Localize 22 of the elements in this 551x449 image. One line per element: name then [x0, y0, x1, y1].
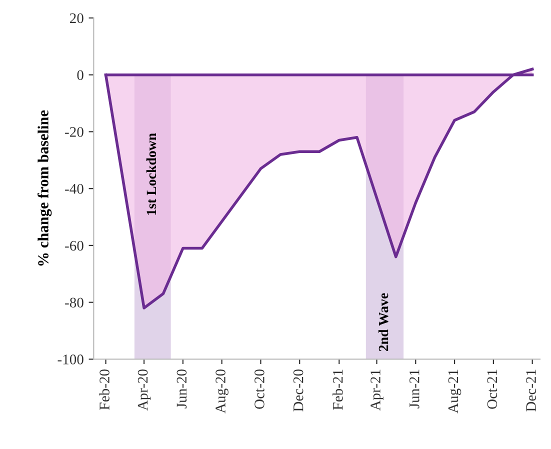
y-tick-label: -40 [65, 184, 84, 194]
x-tick-label: Apr-20 [138, 369, 151, 411]
y-tick-label: -80 [65, 298, 84, 308]
y-tick-label: -100 [58, 354, 84, 364]
x-tick-label: Apr-21 [370, 370, 384, 411]
y-tick-label: 20 [70, 13, 84, 24]
band-label: 1st Lockdown [146, 133, 156, 215]
y-tick-label: -20 [65, 127, 84, 137]
x-tick-label: Oct-21 [487, 370, 498, 409]
x-tick-label: Dec-20 [293, 369, 304, 412]
y-axis-title: % change from baseline [38, 110, 52, 266]
x-tick-label: Jun-20 [176, 369, 187, 408]
x-tick-label: Jun-21 [410, 370, 420, 408]
x-tick-label: Aug-21 [448, 370, 462, 414]
x-tick-label: Aug-20 [216, 369, 228, 414]
x-tick-label: Feb-21 [332, 370, 343, 410]
band-label: 2nd Wave [378, 293, 388, 352]
x-tick-label: Dec-21 [526, 370, 536, 412]
x-tick-label: Oct-20 [254, 369, 264, 409]
x-tick-label: Feb-20 [99, 369, 110, 410]
y-tick-label: -60 [65, 240, 84, 251]
y-tick-label: 0 [77, 70, 84, 80]
